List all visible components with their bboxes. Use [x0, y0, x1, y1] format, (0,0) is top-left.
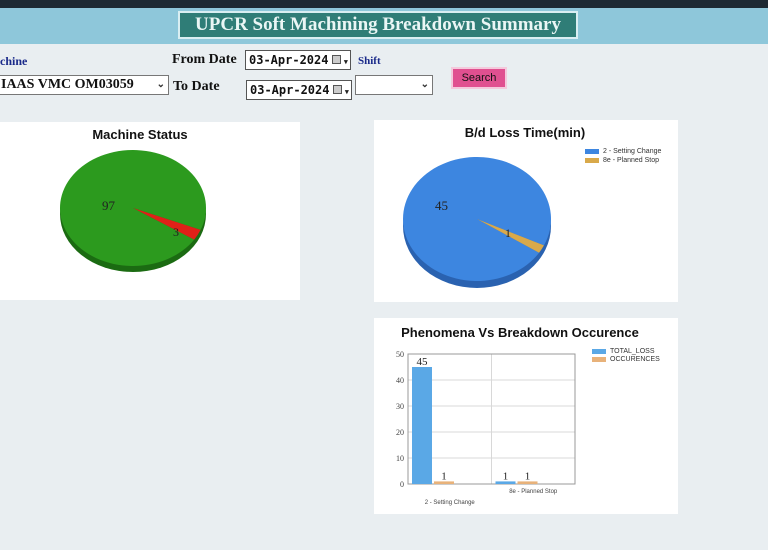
machine-select[interactable]: IAAS VMC OM03059 ⌄ [0, 75, 169, 95]
y-tick-label: 20 [396, 428, 404, 437]
phenomena-title: Phenomena Vs Breakdown Occurence [401, 325, 639, 340]
to-date-value: 03-Apr-2024 [250, 83, 330, 97]
shift-select[interactable]: ⌄ [355, 75, 433, 95]
machine-status-pie: 97 3 [60, 150, 207, 272]
bar-data-label: 1 [525, 470, 531, 482]
legend-item: 2 - Setting Change [585, 148, 661, 155]
legend-swatch [585, 148, 599, 154]
legend-label: OCCURENCES [610, 356, 660, 363]
from-date-label: From Date [172, 52, 237, 67]
legend-swatch [592, 348, 606, 354]
x-tick-label: 8e - Planned Stop [509, 489, 558, 495]
from-date-field[interactable]: 03-Apr-2024 ▼ [245, 50, 351, 70]
bar [495, 481, 516, 484]
pie-data-label: 97 [102, 198, 116, 213]
bar [412, 367, 432, 484]
page-title: UPCR Soft Machining Breakdown Summary [178, 11, 578, 39]
bar-data-label: 1 [441, 470, 447, 482]
y-tick-label: 40 [396, 376, 404, 385]
legend-item: TOTAL_LOSS [592, 348, 654, 355]
bar [434, 481, 454, 484]
pie-data-label: 1 [505, 226, 511, 240]
pie-slice [403, 156, 551, 281]
pie-slice [60, 150, 207, 266]
legend-label: 2 - Setting Change [603, 148, 662, 155]
y-tick-label: 50 [396, 350, 404, 359]
phenomena-bar-chart: 0 10 20 30 40 50 45 1 2 - Setting Change 1 1 8e - P… [396, 350, 576, 506]
plot-frame [407, 353, 576, 485]
legend-item: OCCURENCES [592, 356, 660, 363]
chevron-down-icon: ⌄ [156, 79, 165, 90]
machine-status-title: Machine Status [92, 127, 188, 142]
x-tick-label: 2 - Setting Change [425, 500, 476, 506]
to-date-field[interactable]: 03-Apr-2024 ▼ [246, 80, 352, 100]
chevron-down-icon: ⌄ [420, 79, 429, 90]
from-date-value: 03-Apr-2024 [249, 53, 329, 67]
machine-select-value: IAAS VMC OM03059 [1, 77, 134, 92]
bar-data-label: 1 [503, 470, 509, 482]
bar-data-label: 45 [417, 356, 429, 368]
search-button[interactable]: Search [451, 67, 507, 89]
pie-slice [133, 208, 201, 240]
y-tick-label: 30 [396, 402, 404, 411]
loss-time-pie: 45 1 [403, 156, 551, 288]
legend-swatch [592, 356, 606, 362]
dropdown-arrow-icon: ▼ [343, 58, 348, 66]
calendar-icon[interactable] [332, 55, 341, 64]
calendar-icon[interactable] [333, 85, 342, 94]
pie-data-label: 45 [435, 198, 448, 213]
pie-data-label: 3 [173, 225, 179, 239]
y-tick-label: 0 [400, 480, 404, 489]
machine-label: chine [0, 54, 28, 68]
to-date-label: To Date [173, 79, 220, 94]
loss-time-title: B/d Loss Time(min) [464, 125, 586, 140]
dropdown-arrow-icon: ▼ [344, 88, 349, 96]
y-tick-label: 10 [396, 454, 404, 463]
shift-label: Shift [358, 55, 381, 67]
legend-item: 8e - Planned Stop [585, 157, 659, 164]
legend-label: TOTAL_LOSS [610, 348, 655, 355]
legend-swatch [585, 157, 599, 163]
bar [517, 481, 538, 484]
pie-slice [477, 219, 544, 253]
legend-label: 8e - Planned Stop [603, 157, 660, 164]
screen-top-edge [0, 0, 768, 8]
